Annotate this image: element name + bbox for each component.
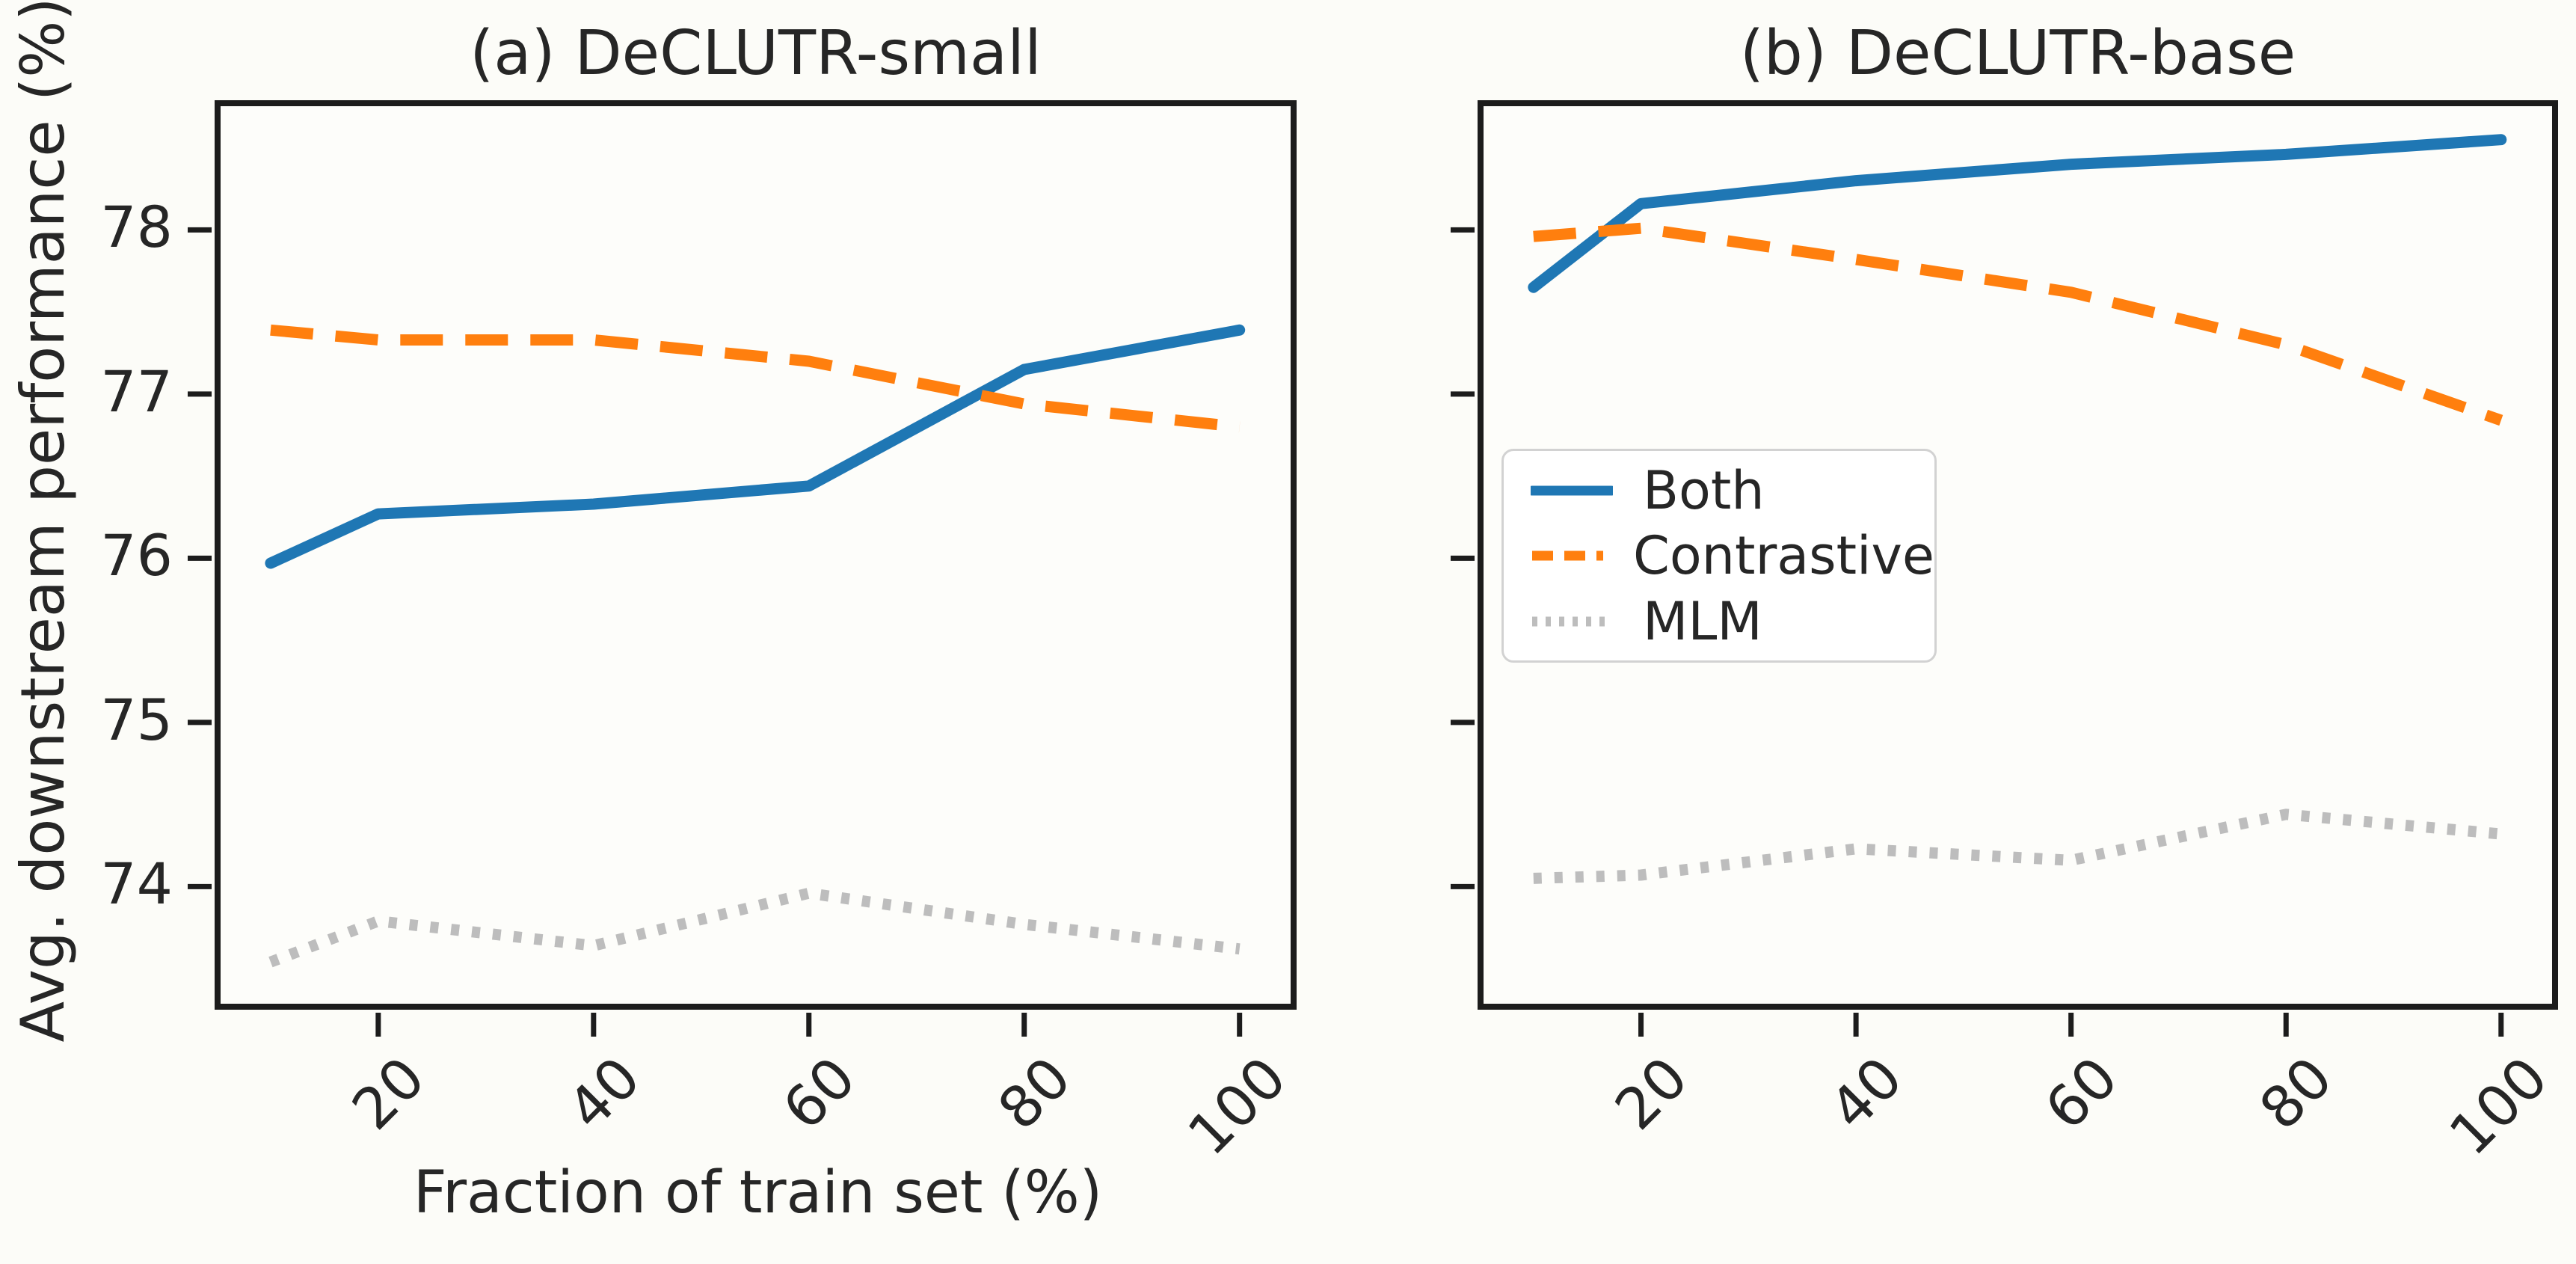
legend-label: Both [1643,459,1765,521]
subplot-b-plot-area [1451,100,2558,1037]
x-tick-label: 20 [1602,1044,1700,1143]
series-line-contrastive [270,324,1241,433]
x-tick-label: 100 [1175,1044,1299,1168]
legend-line-swatch-dashed [1532,550,1603,561]
subplot-a-plot-area [188,100,1297,1037]
x-tick-label: 100 [2436,1044,2560,1168]
plot-face [215,100,1297,1010]
subplot-b-title: (b) DeCLUTR-base [1739,18,2296,89]
y-tick-label: 74 [100,850,173,918]
axes-spines [1478,100,2558,1010]
legend-label: Contrastive [1632,525,1934,586]
x-tick-label: 40 [1816,1044,1916,1143]
x-tick-label: 60 [769,1044,868,1143]
x-tick-label: 80 [2246,1044,2346,1143]
legend-item-both: Both [1531,464,1934,517]
series-line-contrastive [1533,222,2503,426]
axes-spines [215,100,1297,1010]
series-line-mlm [268,887,1241,968]
series-line-both [265,324,1246,569]
x-tick-label: 80 [985,1044,1083,1143]
legend-label: MLM [1643,590,1762,652]
legend-item-contrastive: Contrastive [1531,530,1934,582]
x-axis-label: Fraction of train set (%) [413,1159,1103,1227]
y-tick-label: 76 [100,522,173,589]
series-line-mlm [1533,809,2502,884]
x-tick-label: 20 [339,1044,437,1143]
x-tick-label: 40 [554,1044,653,1143]
legend-line-swatch-solid [1531,485,1613,495]
y-tick-label: 75 [100,686,173,753]
y-tick-label: 78 [100,194,173,261]
legend: Both Contrastive MLM [1501,449,1937,663]
subplot-a-title: (a) DeCLUTR-small [470,18,1042,89]
x-tick-label: 60 [2032,1044,2130,1143]
y-tick-label: 77 [100,358,173,425]
series-line-both [1528,134,2507,293]
legend-line-swatch-dotted [1532,616,1611,626]
legend-item-mlm: MLM [1531,595,1934,648]
